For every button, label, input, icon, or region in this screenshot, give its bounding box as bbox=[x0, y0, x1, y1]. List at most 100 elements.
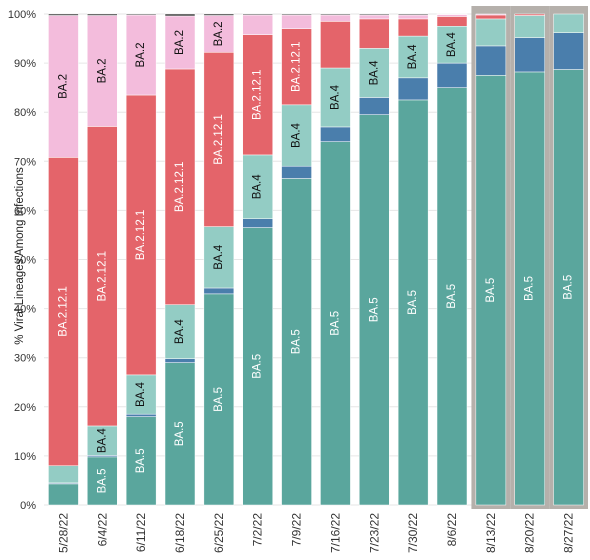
y-tick-label: 40% bbox=[14, 304, 36, 316]
x-tick-label-8-13-22: 8/13/22 bbox=[484, 513, 498, 553]
bar-other-6-4-22 bbox=[87, 13, 118, 16]
bar-ba-4-8-13-22 bbox=[475, 18, 507, 47]
segment-label-ba-5-7-30-22: BA.5 bbox=[407, 290, 419, 315]
bar-ba-5-2-1-7-16-22 bbox=[320, 126, 351, 142]
segment-label-ba-5-8-27-22: BA.5 bbox=[563, 275, 575, 300]
segment-label-ba-4-6-11-22: BA.4 bbox=[135, 381, 147, 407]
bar-ba-4-8-6-22 bbox=[436, 26, 468, 64]
x-tick-label-8-6-22: 8/6/22 bbox=[445, 513, 459, 547]
y-tick-label: 100% bbox=[8, 9, 36, 21]
bar-ba-5-8-27-22 bbox=[553, 69, 584, 506]
x-axis: 5/28/22 6/4/22 6/11/22 6/18/22 6/25/22 7/2/22… bbox=[56, 513, 575, 553]
bar-ba-2-12-1-5-28-22 bbox=[48, 157, 79, 466]
segment-label-ba-5-6-25-22: BA.5 bbox=[213, 387, 225, 412]
segment-label-ba-2-6-4-22: BA.2 bbox=[96, 58, 108, 83]
segment-label-ba-5-7-9-22: BA.5 bbox=[291, 329, 303, 354]
bar-ba-5-2-1-6-11-22 bbox=[125, 413, 157, 417]
bar-ba-2-6-25-22 bbox=[203, 15, 235, 53]
bar-ba-5-6-18-22 bbox=[164, 362, 196, 506]
segment-label-ba-2-12-1-7-2-22: BA.2.12.1 bbox=[252, 70, 264, 121]
bar-ba-4-6-18-22 bbox=[164, 304, 196, 359]
bar-ba-5-8-6-22 bbox=[436, 87, 468, 506]
bar-ba-2-12-1-7-2-22 bbox=[242, 34, 273, 156]
bar-ba-2-6-4-22 bbox=[87, 15, 118, 127]
bar-other-6-11-22 bbox=[125, 13, 157, 16]
bar-ba-2-8-13-22 bbox=[475, 13, 507, 16]
bar-ba-4-7-2-22 bbox=[242, 154, 273, 219]
bar-ba-4-7-9-22 bbox=[281, 104, 312, 167]
bar-ba-2-7-2-22 bbox=[242, 14, 273, 35]
segment-label-ba-4-8-6-22: BA.4 bbox=[446, 32, 458, 58]
bar-ba-5-5-28-22 bbox=[48, 483, 79, 506]
segment-label-ba-2-12-1-6-18-22: BA.2.12.1 bbox=[174, 162, 186, 213]
y-tick-label: 30% bbox=[14, 353, 36, 365]
bar-ba-5-2-1-8-20-22 bbox=[514, 37, 545, 73]
bar-ba-5-6-11-22 bbox=[125, 416, 157, 506]
bar-ba-4-6-11-22 bbox=[125, 374, 157, 415]
bar-ba-4-8-20-22 bbox=[514, 15, 545, 38]
segment-label-ba-4-6-25-22: BA.4 bbox=[213, 244, 225, 270]
x-tick-label-7-9-22: 7/9/22 bbox=[290, 513, 304, 547]
x-tick-label-6-25-22: 6/25/22 bbox=[212, 513, 226, 553]
bar-other-7-30-22 bbox=[397, 13, 429, 16]
y-tick-label: 10% bbox=[14, 451, 36, 463]
segment-label-ba-4-6-4-22: BA.4 bbox=[96, 428, 108, 454]
bar-ba-2-8-6-22 bbox=[436, 14, 468, 17]
segment-label-ba-5-7-2-22: BA.5 bbox=[252, 354, 264, 379]
bar-ba-2-7-30-22 bbox=[397, 14, 429, 20]
bar-ba-2-12-1-8-13-22 bbox=[475, 14, 507, 20]
bars bbox=[48, 13, 584, 506]
bar-ba-2-12-1-6-11-22 bbox=[125, 94, 157, 376]
y-tick-label: 0% bbox=[20, 500, 36, 512]
segment-label-ba-2-6-25-22: BA.2 bbox=[213, 21, 225, 46]
bar-ba-2-5-28-22 bbox=[48, 15, 79, 158]
bar-ba-2-7-23-22 bbox=[359, 14, 390, 20]
bar-ba-5-7-30-22 bbox=[397, 99, 429, 506]
bar-ba-2-12-1-7-23-22 bbox=[359, 18, 390, 49]
segment-label-ba-2-12-1-6-11-22: BA.2.12.1 bbox=[135, 210, 147, 261]
bar-ba-2-7-9-22 bbox=[281, 14, 312, 29]
bar-ba-5-2-1-8-27-22 bbox=[553, 32, 584, 70]
bar-ba-5-8-20-22 bbox=[514, 71, 545, 506]
bar-ba-2-12-1-8-20-22 bbox=[514, 13, 545, 16]
x-tick-label-5-28-22: 5/28/22 bbox=[56, 513, 70, 553]
y-tick-label: 20% bbox=[14, 402, 36, 414]
bar-ba-5-7-16-22 bbox=[320, 141, 351, 506]
segment-label-ba-4-7-2-22: BA.4 bbox=[252, 174, 264, 200]
x-tick-label-6-4-22: 6/4/22 bbox=[95, 513, 109, 547]
bar-ba-2-12-1-8-6-22 bbox=[436, 16, 468, 27]
bar-ba-2-12-1-7-30-22 bbox=[397, 18, 429, 37]
bar-ba-4-6-4-22 bbox=[87, 425, 118, 456]
bar-ba-2-6-11-22 bbox=[125, 14, 157, 96]
bar-other-7-2-22 bbox=[242, 13, 273, 16]
segment-labels: BA.2.12.1 BA.2 BA.5 BA.4 BA.2.12.1 BA.2 BA.5 BA… bbox=[57, 21, 574, 493]
bar-ba-2-12-1-6-25-22 bbox=[203, 52, 235, 227]
segment-label-ba-4-6-18-22: BA.4 bbox=[174, 319, 186, 345]
bar-ba-5-2-1-8-6-22 bbox=[436, 62, 468, 88]
bar-ba-5-7-23-22 bbox=[359, 114, 390, 506]
x-tick-label-6-18-22: 6/18/22 bbox=[173, 513, 187, 553]
y-tick-label: 60% bbox=[14, 205, 36, 217]
bar-ba-5-6-25-22 bbox=[203, 293, 235, 506]
x-tick-label-7-23-22: 7/23/22 bbox=[367, 513, 381, 553]
y-tick-label: 90% bbox=[14, 58, 36, 70]
bar-ba-5-2-1-7-9-22 bbox=[281, 165, 312, 179]
bar-other-7-16-22 bbox=[320, 13, 351, 16]
x-tick-label-8-20-22: 8/20/22 bbox=[523, 513, 537, 553]
segment-label-ba-4-7-30-22: BA.4 bbox=[407, 44, 419, 70]
y-axis-title: % Viral Lineages Among Infections bbox=[14, 167, 26, 345]
y-axis: 0% 10% 20% 30% 40% 50% 60% 70% 80% 90% 100% bbox=[8, 9, 36, 512]
bar-ba-4-6-25-22 bbox=[203, 226, 235, 289]
bar-other-6-18-22 bbox=[164, 13, 196, 17]
segment-label-ba-5-8-13-22: BA.5 bbox=[485, 278, 497, 303]
segment-label-ba-2-5-28-22: BA.2 bbox=[57, 74, 69, 99]
bar-ba-2-12-1-6-4-22 bbox=[87, 126, 118, 427]
segment-label-ba-5-8-6-22: BA.5 bbox=[446, 284, 458, 309]
bar-other-5-28-22 bbox=[48, 13, 79, 16]
segment-label-ba-4-7-9-22: BA.4 bbox=[291, 122, 303, 148]
bar-ba-5-2-1-7-30-22 bbox=[397, 77, 429, 101]
segment-label-ba-2-12-1-5-28-22: BA.2.12.1 bbox=[57, 286, 69, 337]
x-tick-label-8-27-22: 8/27/22 bbox=[562, 513, 576, 553]
segment-label-ba-4-7-16-22: BA.4 bbox=[329, 84, 341, 110]
